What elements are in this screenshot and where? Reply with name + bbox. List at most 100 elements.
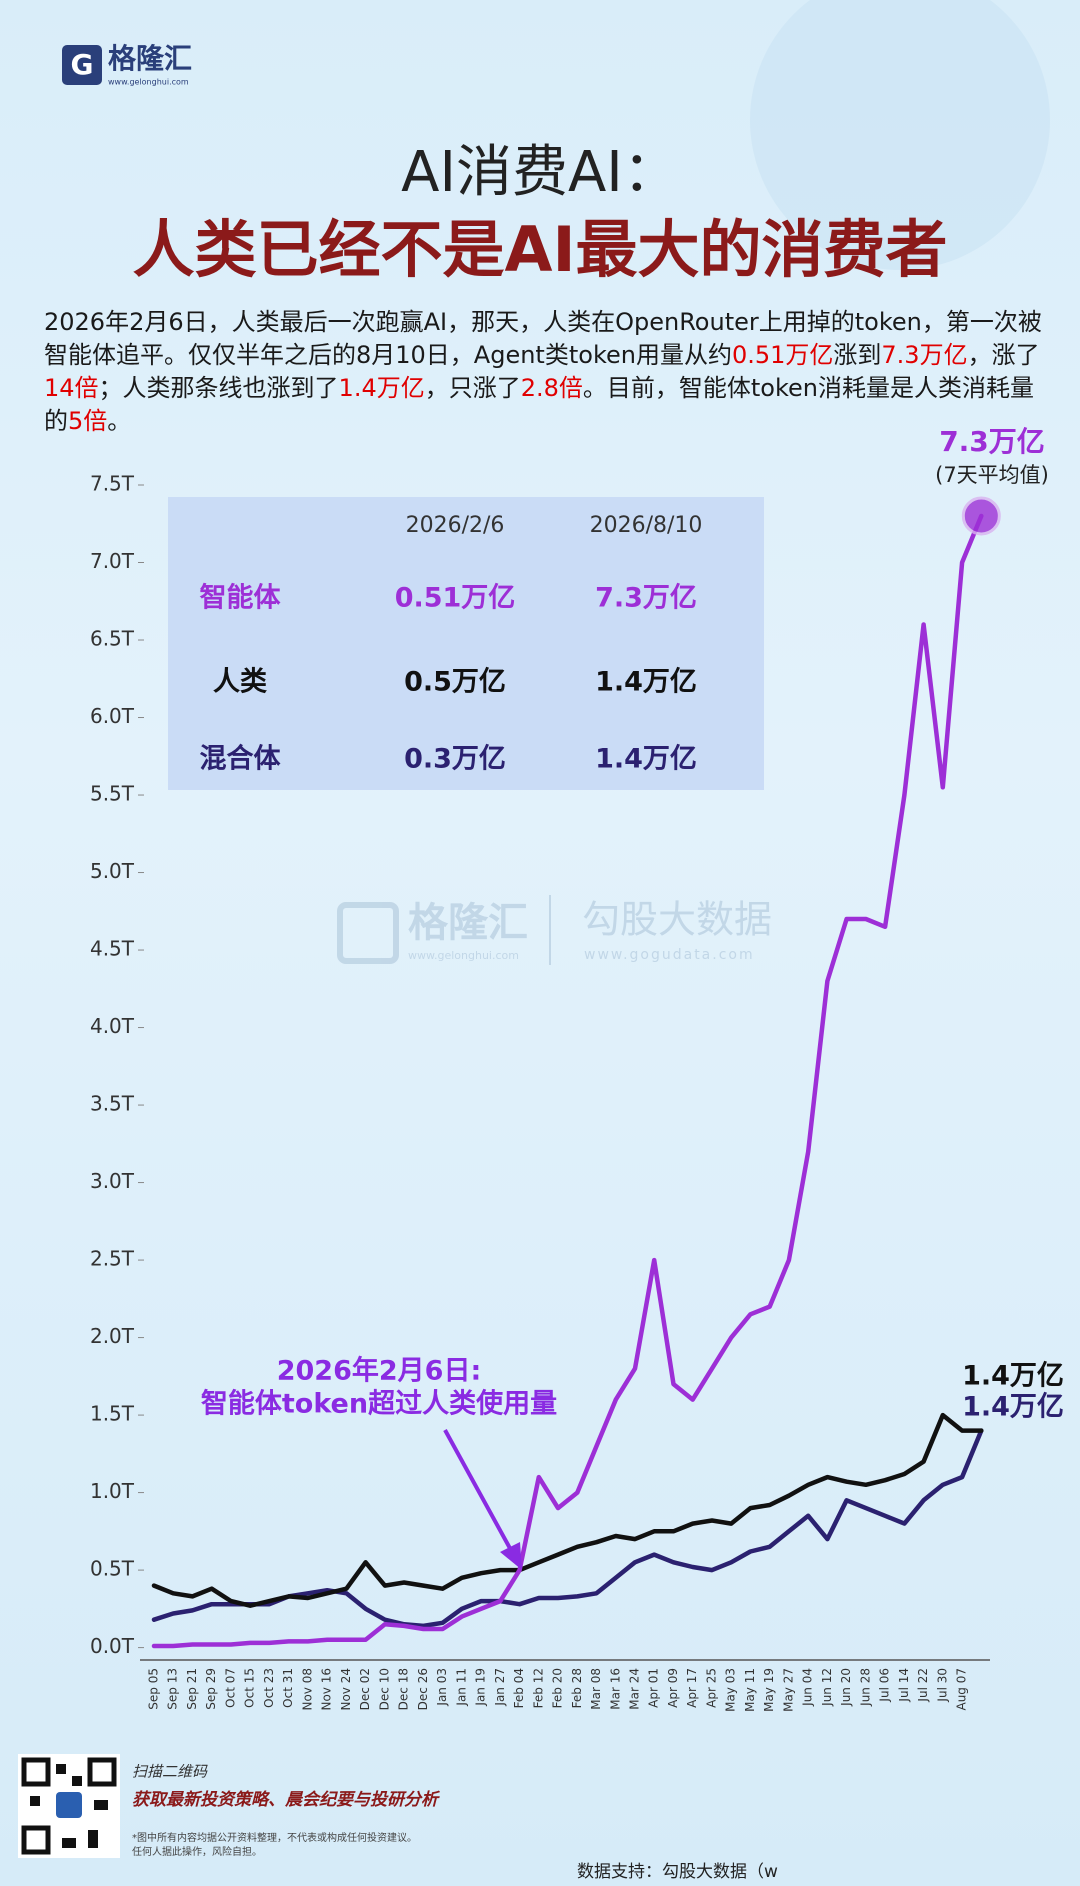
x-tick-label: Sep 13 <box>166 1668 180 1710</box>
x-tick-label: Mar 24 <box>628 1668 642 1710</box>
table-row-label: 人类 <box>213 667 267 698</box>
x-tick-label: Jun 12 <box>820 1668 834 1707</box>
intro-text: 2026年2月6日，人类最后一次跑赢AI，那天，人类在OpenRouter上用掉… <box>44 308 1042 369</box>
intro-text: 7.3万亿 <box>881 341 968 369</box>
x-tick-label: Oct 15 <box>243 1668 257 1708</box>
intro-text: 1.4万亿 <box>338 374 425 402</box>
qr-cell <box>94 1800 108 1810</box>
x-tick-label: Sep 05 <box>147 1668 161 1710</box>
x-tick-label: Jun 04 <box>801 1668 815 1707</box>
qr-cell <box>56 1764 66 1774</box>
intro-text: ，只涨了 <box>424 374 521 402</box>
annotation: (7天平均值) <box>935 463 1049 487</box>
x-tick-label: Aug 07 <box>955 1668 969 1711</box>
y-tick-label: 5.0T <box>90 859 135 883</box>
y-tick-label: 1.0T <box>90 1479 135 1503</box>
x-tick-label: Jul 14 <box>897 1668 911 1703</box>
watermark-logo <box>337 902 399 964</box>
x-tick-label: May 11 <box>743 1668 757 1712</box>
x-tick-label: Apr 09 <box>666 1668 680 1708</box>
qr-cell <box>72 1776 82 1786</box>
x-tick-label: May 27 <box>781 1668 795 1712</box>
table-header: 2026/2/6 <box>406 513 505 538</box>
table-box <box>168 497 764 790</box>
annotation-arrow <box>443 1429 514 1553</box>
table-row-label: 混合体 <box>200 743 282 775</box>
x-tick-label: Jan 11 <box>454 1668 468 1707</box>
intro-text: 0.51万亿 <box>731 341 834 369</box>
x-tick-label: Apr 25 <box>704 1668 718 1708</box>
footer-source: 数据支持：勾股大数据（w <box>577 1862 778 1882</box>
y-tick-label: 1.5T <box>90 1402 135 1426</box>
watermark-right: 勾股大数据 <box>582 898 772 942</box>
y-tick-label: 5.5T <box>90 782 135 806</box>
x-tick-label: Dec 18 <box>397 1668 411 1710</box>
qr-finder <box>87 1757 117 1787</box>
annotation-arrowhead <box>500 1542 522 1570</box>
intro-text: 5倍 <box>68 407 108 435</box>
logo-mark <box>62 45 102 85</box>
x-tick-label: Oct 07 <box>223 1668 237 1708</box>
x-tick-label: Sep 21 <box>185 1668 199 1710</box>
annotation: 1.4万亿 <box>962 1392 1064 1423</box>
intro-text: ，涨了 <box>967 341 1040 369</box>
annotation: 7.3万亿 <box>939 425 1045 458</box>
y-tick-label: 2.5T <box>90 1247 135 1271</box>
x-tick-label: Jun 28 <box>858 1668 872 1707</box>
footer-disclaimer: 任何人据此操作，风险自担。 <box>132 1845 262 1858</box>
series-line <box>151 1412 984 1608</box>
y-tick-label: 7.0T <box>90 549 135 573</box>
annotation: 1.4万亿 <box>962 1361 1064 1392</box>
footer-disclaimer: *图中所有内容均据公开资料整理，不代表或构成任何投资建议。 <box>132 1831 417 1844</box>
intro-paragraph: 2026年2月6日，人类最后一次跑赢AI，那天，人类在OpenRouter上用掉… <box>44 306 1044 438</box>
x-tick-label: Dec 02 <box>358 1668 372 1710</box>
table-cell: 0.51万亿 <box>395 583 516 614</box>
x-tick-label: Feb 04 <box>512 1668 526 1708</box>
qr-code <box>18 1754 120 1858</box>
y-tick-label: 4.0T <box>90 1014 135 1038</box>
intro-text: 14倍 <box>44 374 99 402</box>
y-tick-label: 6.0T <box>90 704 135 728</box>
x-tick-label: Jul 22 <box>916 1668 930 1703</box>
qr-cell <box>62 1838 76 1848</box>
qr-finder <box>21 1825 51 1855</box>
qr-cell <box>30 1796 40 1806</box>
x-tick-label: Jan 27 <box>493 1668 507 1707</box>
watermark-left-url: www.gelonghui.com <box>408 949 519 962</box>
y-tick-label: 6.5T <box>90 627 135 651</box>
x-tick-label: Jun 20 <box>839 1668 853 1707</box>
qr-logo <box>56 1792 82 1818</box>
logo-url: www.gelonghui.com <box>108 78 189 87</box>
x-tick-label: Mar 16 <box>608 1668 622 1710</box>
x-tick-label: Jan 19 <box>474 1668 488 1707</box>
table-header: 2026/8/10 <box>590 513 703 538</box>
y-tick-label: 3.0T <box>90 1169 135 1193</box>
x-tick-label: Apr 01 <box>647 1668 661 1708</box>
watermark-right-url: www.gogudata.com <box>584 947 755 963</box>
x-tick-label: May 03 <box>724 1668 738 1712</box>
x-tick-label: Jul 06 <box>878 1668 892 1703</box>
series-line <box>151 1428 984 1629</box>
table-cell: 1.4万亿 <box>595 744 697 775</box>
x-tick-label: Jul 30 <box>935 1668 949 1703</box>
x-tick-label: Sep 29 <box>204 1668 218 1710</box>
y-tick-label: 2.0T <box>90 1324 135 1348</box>
x-tick-label: Jan 03 <box>435 1668 449 1707</box>
x-tick-label: Oct 23 <box>262 1668 276 1708</box>
intro-text: 涨到 <box>833 341 882 369</box>
series-line <box>151 513 984 1649</box>
x-tick-label: Mar 08 <box>589 1668 603 1710</box>
table-cell: 7.3万亿 <box>595 583 697 614</box>
table-cell: 0.5万亿 <box>404 667 506 698</box>
qr-cell <box>88 1830 98 1848</box>
end-marker <box>961 496 1001 536</box>
x-tick-label: Apr 17 <box>685 1668 699 1708</box>
x-tick-label: Feb 12 <box>531 1668 545 1708</box>
x-tick-label: May 19 <box>762 1668 776 1712</box>
intro-text: 2.8倍 <box>520 374 583 402</box>
table-cell: 1.4万亿 <box>595 667 697 698</box>
y-tick-label: 4.5T <box>90 937 135 961</box>
watermark: 格隆汇 www.gelonghui.com 勾股大数据 www.gogudata… <box>337 895 772 965</box>
